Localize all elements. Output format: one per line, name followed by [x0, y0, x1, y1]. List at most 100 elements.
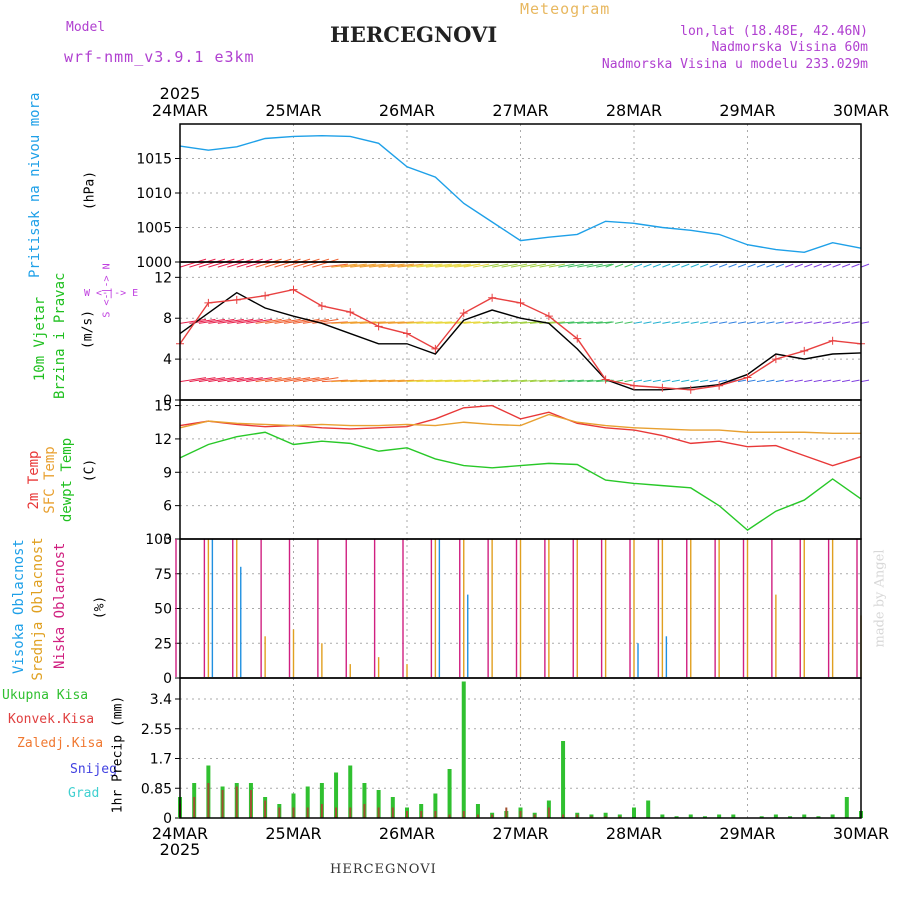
legend-hail: Grad [68, 786, 100, 801]
precip-total-bar [717, 814, 722, 818]
precip-total-bar [688, 814, 693, 818]
wind-arrow [378, 263, 405, 268]
precip-conv-bar [264, 800, 267, 818]
wind-arrow [492, 321, 509, 324]
wind-arrow [643, 321, 652, 324]
wind-arrow [813, 263, 822, 268]
wind-arrow [227, 258, 254, 268]
date-label-top: 24MAR [152, 101, 208, 120]
wind-arrow [283, 258, 311, 268]
wind-speed-marker [686, 385, 695, 394]
wind-speed-marker [743, 373, 752, 382]
wind-arrow [652, 379, 662, 383]
wind-arrow [435, 379, 462, 383]
precip-total-bar [348, 765, 353, 818]
coordinates-text: lon,lat (18.48E, 42.46N) [680, 24, 868, 39]
wind-arrow [747, 321, 756, 324]
wind-arrow [548, 379, 565, 383]
wind-arrow [425, 321, 452, 324]
wind-arrow [586, 263, 603, 268]
wind-arrow [747, 263, 756, 268]
date-label-bottom: 28MAR [606, 824, 662, 843]
wind-speed-marker [261, 291, 270, 300]
wind-arrow [709, 379, 718, 383]
wind-arrow [359, 379, 386, 383]
precip-total-bar [561, 741, 566, 818]
precip-conv-bar [604, 816, 607, 818]
wind-speed-marker [346, 308, 355, 317]
wind-arrow [217, 258, 244, 268]
wind-speed-marker [771, 355, 780, 364]
wind-arrow [274, 258, 301, 268]
meteogram-label: Meteogram [520, 0, 611, 18]
wind-arrow [444, 379, 471, 383]
wind-arrow [425, 263, 452, 268]
wind-arrow [312, 377, 339, 383]
wind-arrow [851, 263, 860, 268]
wind-arrow [671, 263, 681, 268]
wind-arrow [709, 321, 718, 324]
wind-arrow [293, 377, 320, 383]
wind-arrow [851, 379, 860, 383]
precip-total-bar [731, 814, 736, 818]
wind-speed-marker [601, 375, 610, 384]
wind-arrow [775, 379, 784, 383]
wind-arrow [577, 263, 594, 268]
wind-arrow [718, 263, 728, 268]
wind-arrow [350, 321, 377, 324]
wind-arrow [832, 379, 841, 383]
precip-conv-bar [235, 786, 238, 818]
wind-arrow [804, 263, 813, 268]
wind-arrow [577, 321, 594, 324]
temp-tick-label: 9 [163, 465, 172, 481]
footer-title: HERCEGNOVI [330, 862, 437, 877]
precip-total-bar [291, 793, 296, 818]
wind-arrow [492, 263, 509, 268]
wind-speed-marker [828, 336, 837, 345]
wind-arrow [719, 321, 728, 324]
wind-arrow [633, 321, 643, 324]
wind-arrow [558, 263, 575, 268]
wind-arrow [246, 318, 273, 324]
precip-conv-bar [462, 811, 465, 818]
wind-arrow [406, 379, 434, 383]
date-label-bottom: 25MAR [265, 824, 321, 843]
precip-total-bar [674, 816, 679, 818]
wind-arrow [558, 379, 575, 383]
wind-arrow [350, 379, 377, 383]
precip-total-bar [362, 783, 367, 818]
precip-conv-bar [207, 783, 210, 818]
wind-arrow [737, 263, 747, 268]
wind-arrow [652, 263, 662, 268]
wind-arrow [293, 258, 320, 268]
wind-arrow [567, 379, 584, 383]
wind-arrow [359, 321, 386, 324]
precip-conv-bar [292, 807, 295, 818]
wind-arrow [737, 321, 747, 324]
wind-arrow [274, 318, 301, 324]
wind-speed-marker [800, 346, 809, 355]
wind-arrow [747, 379, 756, 383]
wind-arrow [217, 318, 244, 324]
wind-arrow [283, 318, 311, 324]
precip-conv-bar [335, 807, 338, 818]
wind-arrow [756, 379, 766, 383]
year-label-bottom: 2025 [160, 840, 201, 859]
wind-arrow [614, 263, 624, 268]
precip-total-bar [319, 783, 324, 818]
wind-arrow [804, 379, 813, 383]
wind-arrow [822, 263, 832, 268]
precip-total-bar [305, 786, 310, 818]
wind-arrow [860, 321, 870, 324]
date-label-top: 28MAR [606, 101, 662, 120]
wind-arrow [832, 321, 841, 324]
pressure-line [179, 135, 862, 254]
wind-arrow [501, 263, 518, 268]
wind-arrow [794, 379, 803, 383]
wind-arrow [359, 263, 386, 268]
wind-speed-marker [459, 309, 468, 318]
wind-arrow [321, 321, 348, 324]
wind-arrow [397, 321, 424, 324]
precip-conv-bar [391, 807, 394, 818]
